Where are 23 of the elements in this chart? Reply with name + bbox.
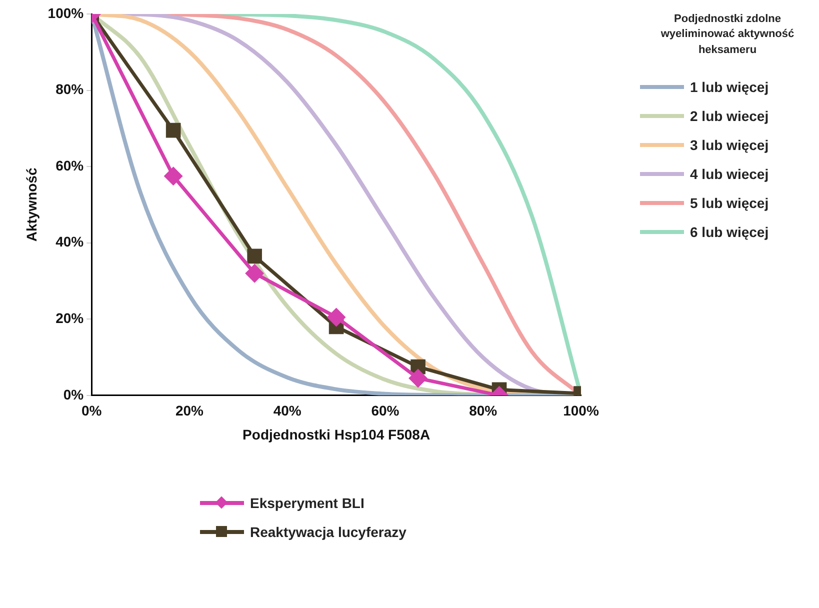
- legend-label: 3 lub więcej: [690, 136, 769, 153]
- legend-label: 6 lub więcej: [690, 224, 769, 240]
- legend-label: 1 lub więcej: [690, 78, 769, 95]
- legend-label: Eksperyment BLI: [250, 494, 364, 510]
- x-axis-title: Podjednostki Hsp104 F508A: [242, 426, 430, 442]
- legend-label: 5 lub więcej: [690, 194, 769, 211]
- x-tick-label: 60%: [371, 402, 400, 419]
- y-tick-label: 100%: [48, 4, 84, 21]
- y-tick-label: 80%: [56, 81, 84, 98]
- legend-label: Reaktywacja lucyferazy: [250, 524, 406, 540]
- legend-label: 2 lub wiecej: [690, 108, 769, 124]
- y-tick-label: 20%: [56, 310, 84, 326]
- y-axis-title: Aktywność: [23, 168, 40, 242]
- x-tick-label: 80%: [469, 402, 498, 419]
- x-tick-label: 0%: [81, 402, 102, 419]
- legend-label: 4 lub wiecej: [690, 166, 769, 182]
- y-tick-label: 0%: [63, 386, 84, 402]
- y-tick-label: 60%: [56, 157, 84, 174]
- x-tick-label: 100%: [563, 402, 600, 419]
- x-tick-label: 40%: [273, 402, 302, 419]
- x-tick-label: 20%: [175, 402, 204, 419]
- legend-title: Podjednostki zdolne wyeliminować aktywność heksameru: [660, 12, 796, 58]
- y-tick-label: 40%: [56, 234, 84, 250]
